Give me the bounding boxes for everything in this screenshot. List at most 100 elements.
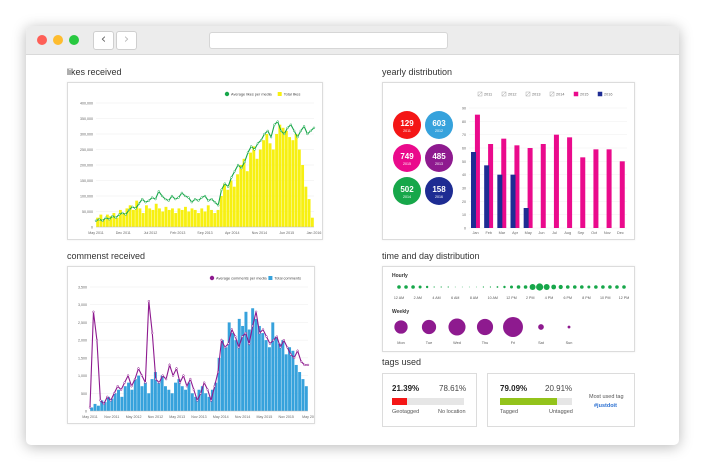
comments-avg-point xyxy=(192,388,195,391)
likes-bar xyxy=(258,149,262,227)
close-button[interactable] xyxy=(37,35,47,45)
comments-bar xyxy=(281,340,285,411)
likes-avg-point xyxy=(273,123,276,126)
chevron-right-icon: › xyxy=(123,32,130,47)
yearly-panel: 2011 2012 2013 2014 2015 2016 129 2011 603 2012 74… xyxy=(382,82,635,240)
likes-avg-point xyxy=(210,197,213,201)
comments-avg-point xyxy=(272,338,275,342)
comments-avg-point xyxy=(116,385,119,388)
likes-bar xyxy=(223,183,226,227)
comments-bar xyxy=(257,325,261,411)
comments-bar xyxy=(247,329,251,411)
geotag-bar xyxy=(392,398,464,405)
comments-bar xyxy=(224,347,228,411)
forward-button[interactable]: › xyxy=(116,31,137,50)
yearly-bubble-value: 129 xyxy=(400,119,414,128)
hourly-dot xyxy=(572,285,577,289)
likes-avg-point xyxy=(236,163,240,167)
comments-avg-point xyxy=(234,335,237,338)
comments-avg-point xyxy=(282,338,285,342)
yearly-bar-2015 xyxy=(488,144,494,228)
hourly-dot xyxy=(587,285,591,289)
yearly-x-tick: Jul xyxy=(552,231,557,235)
yearly-legend-hatch xyxy=(477,91,483,97)
likes-bar xyxy=(154,203,158,227)
yearly-x-tick: Aug xyxy=(564,231,571,235)
comments-bar xyxy=(157,382,161,411)
minimize-button[interactable] xyxy=(53,35,63,45)
comments-bar xyxy=(147,393,151,411)
yearly-legend-label: 2013 xyxy=(532,93,540,97)
weekly-tick: Thu xyxy=(482,341,489,345)
hourly-dot xyxy=(551,284,557,290)
hourly-dot xyxy=(523,285,528,289)
likes-x-tick: Feb 2013 xyxy=(170,231,185,235)
hour-tick: 6 AM xyxy=(451,296,459,300)
likes-avg-point xyxy=(289,123,293,126)
yearly-bar-2016 xyxy=(484,165,490,228)
yearly-bar-2015 xyxy=(514,145,520,228)
comments-avg-point xyxy=(203,381,206,384)
likes-bar xyxy=(288,137,292,227)
hour-tick: 6 PM xyxy=(564,296,572,300)
back-button[interactable]: ‹ xyxy=(93,31,114,50)
likes-avg-point xyxy=(312,126,316,129)
comments-avg-point xyxy=(230,328,234,331)
likes-bar xyxy=(131,209,135,227)
comments-avg-point xyxy=(248,342,251,345)
maximize-button[interactable] xyxy=(69,35,79,45)
likes-avg-point xyxy=(144,201,147,204)
likes-title: likes received xyxy=(67,67,122,77)
tagged-label: Tagged xyxy=(500,409,519,415)
yearly-legend-label: 2014 xyxy=(556,93,564,97)
likes-x-tick: Nov 2014 xyxy=(252,231,267,235)
yearly-legend-label: 2011 xyxy=(484,93,492,97)
yearly-bubble xyxy=(393,177,421,205)
comments-bar xyxy=(137,375,141,411)
likes-avg-point xyxy=(177,196,180,199)
comments-legend-bar-swatch xyxy=(268,276,273,280)
weekly-dot xyxy=(567,325,571,329)
untagged-percent: 20.91% xyxy=(545,384,573,393)
comments-chart: Average comments per media Total comments… xyxy=(78,275,314,419)
likes-chart: Average likes per media Total likes 400,00… xyxy=(80,91,321,235)
yearly-y-tick: 60 xyxy=(462,147,466,151)
hourly-dot xyxy=(433,286,435,288)
yearly-bubble-value: 749 xyxy=(400,152,414,161)
comments-bar xyxy=(117,389,120,411)
likes-panel: Average likes per media Total likes 400,00… xyxy=(67,82,323,240)
comments-x-tick: May 2012 xyxy=(126,415,142,419)
yearly-bar-2015 xyxy=(553,134,559,228)
comments-avg-point xyxy=(185,385,189,388)
yearly-y-tick: 0 xyxy=(464,227,466,231)
comments-x-tick: May 2014 xyxy=(213,415,229,419)
comments-avg-point xyxy=(168,363,171,367)
likes-bar xyxy=(213,213,217,227)
yearly-bar-2016 xyxy=(471,152,477,228)
yearly-y-tick: 50 xyxy=(462,160,466,164)
comments-bar xyxy=(244,311,248,411)
likes-bar xyxy=(301,165,305,227)
comments-bar xyxy=(123,386,127,411)
likes-y-tick: 0 xyxy=(91,226,93,230)
likes-avg-point xyxy=(114,216,117,219)
yearly-y-tick: 40 xyxy=(462,173,466,177)
likes-bar xyxy=(193,209,197,227)
most-used-tag-value[interactable]: #justdoit xyxy=(594,403,617,409)
yearly-bar-2015 xyxy=(619,161,625,228)
comments-bar xyxy=(291,350,295,411)
weekly-dot xyxy=(538,324,544,330)
hourly-dot xyxy=(397,285,401,289)
likes-bar xyxy=(151,209,155,227)
hour-tick: 4 AM xyxy=(432,296,440,300)
hourly-dot xyxy=(411,285,415,289)
timeday-panel: Hourly Weekly 12 AM 2 AM 4 AM 6 AM 8 AM 10 AM 12… xyxy=(382,266,635,352)
likes-avg-point xyxy=(306,132,309,136)
address-bar[interactable] xyxy=(209,32,448,49)
comments-bar xyxy=(177,379,181,411)
likes-bar xyxy=(310,217,314,227)
comments-x-tick: May 2011 xyxy=(82,415,98,419)
chevron-left-icon: ‹ xyxy=(100,32,107,47)
comments-avg-point xyxy=(119,388,123,391)
likes-bar xyxy=(125,208,129,227)
